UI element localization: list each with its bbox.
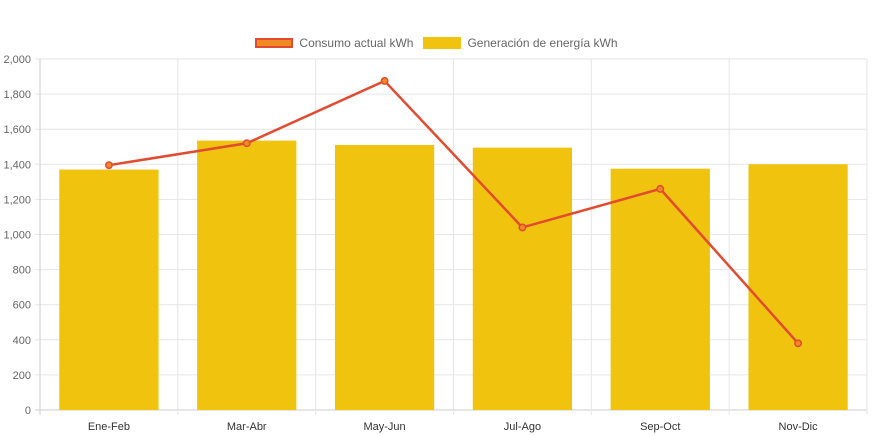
y-tick-label: 1,400 [3, 159, 31, 171]
bar-generacion [197, 140, 297, 411]
bar-generacion [748, 164, 848, 410]
legend-label-consumo: Consumo actual kWh [299, 36, 414, 50]
point-consumo [518, 223, 527, 232]
legend-swatch-generacion [423, 37, 462, 49]
x-tick-label: Nov-Dic [779, 421, 819, 433]
x-tick-label: Jul-Ago [504, 421, 541, 433]
bar-generacion [472, 147, 573, 410]
bar-generacion [59, 169, 159, 410]
bar-generacion [334, 144, 435, 410]
y-tick-label: 400 [13, 335, 31, 347]
x-tick-label: May-Jun [363, 421, 405, 433]
x-tick-label: Mar-Abr [227, 421, 267, 433]
y-tick-label: 600 [13, 300, 31, 312]
point-consumo [380, 76, 389, 85]
bar-generacion [610, 168, 710, 410]
y-tick-label: 1,800 [3, 89, 31, 101]
point-consumo [656, 184, 665, 193]
line-consumo [108, 79, 800, 345]
x-tick-label: Sep-Oct [640, 421, 680, 433]
legend-item-generacion[interactable]: Generación de energía kWh [423, 36, 618, 50]
point-consumo [104, 161, 113, 170]
y-tick-label: 0 [25, 405, 31, 417]
y-tick-label: 1,600 [3, 124, 31, 136]
legend-swatch-consumo [255, 38, 294, 48]
legend-label-generacion: Generación de energía kWh [467, 36, 618, 50]
point-consumo [242, 139, 251, 148]
y-tick-label: 800 [13, 265, 31, 277]
point-consumo [794, 339, 803, 348]
y-tick-label: 2,000 [3, 54, 31, 66]
y-tick-label: 1,000 [3, 230, 31, 242]
y-tick-label: 200 [13, 370, 31, 382]
legend-item-consumo[interactable]: Consumo actual kWh [255, 36, 413, 50]
x-tick-label: Ene-Feb [88, 421, 130, 433]
legend: Consumo actual kWh Generación de energía… [0, 36, 873, 50]
y-tick-label: 1,200 [3, 194, 31, 206]
